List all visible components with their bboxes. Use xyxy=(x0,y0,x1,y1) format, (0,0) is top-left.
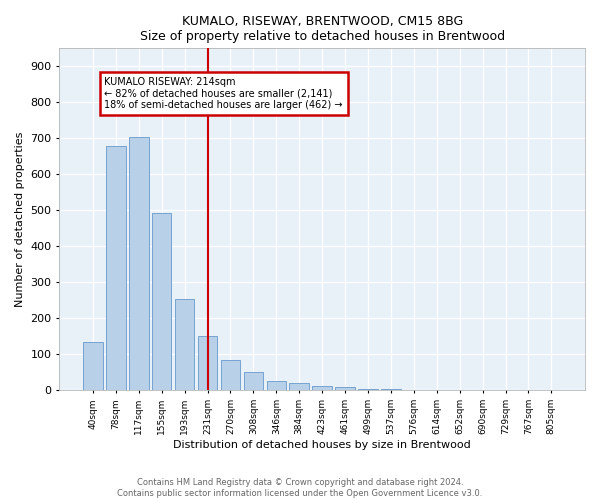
Bar xyxy=(266,381,286,390)
Y-axis label: Number of detached properties: Number of detached properties xyxy=(15,132,25,307)
Bar xyxy=(152,213,172,390)
Bar xyxy=(381,389,401,390)
Bar xyxy=(289,383,309,390)
Bar xyxy=(175,300,194,390)
Bar xyxy=(83,342,103,390)
Bar xyxy=(221,360,240,390)
Bar xyxy=(129,138,149,390)
X-axis label: Distribution of detached houses by size in Brentwood: Distribution of detached houses by size … xyxy=(173,440,471,450)
Text: KUMALO RISEWAY: 214sqm
← 82% of detached houses are smaller (2,141)
18% of semi-: KUMALO RISEWAY: 214sqm ← 82% of detached… xyxy=(104,77,343,110)
Bar xyxy=(106,146,125,390)
Bar xyxy=(358,388,378,390)
Text: Contains HM Land Registry data © Crown copyright and database right 2024.
Contai: Contains HM Land Registry data © Crown c… xyxy=(118,478,482,498)
Bar xyxy=(335,387,355,390)
Bar xyxy=(244,372,263,390)
Title: KUMALO, RISEWAY, BRENTWOOD, CM15 8BG
Size of property relative to detached house: KUMALO, RISEWAY, BRENTWOOD, CM15 8BG Siz… xyxy=(140,15,505,43)
Bar xyxy=(313,386,332,390)
Bar xyxy=(198,336,217,390)
